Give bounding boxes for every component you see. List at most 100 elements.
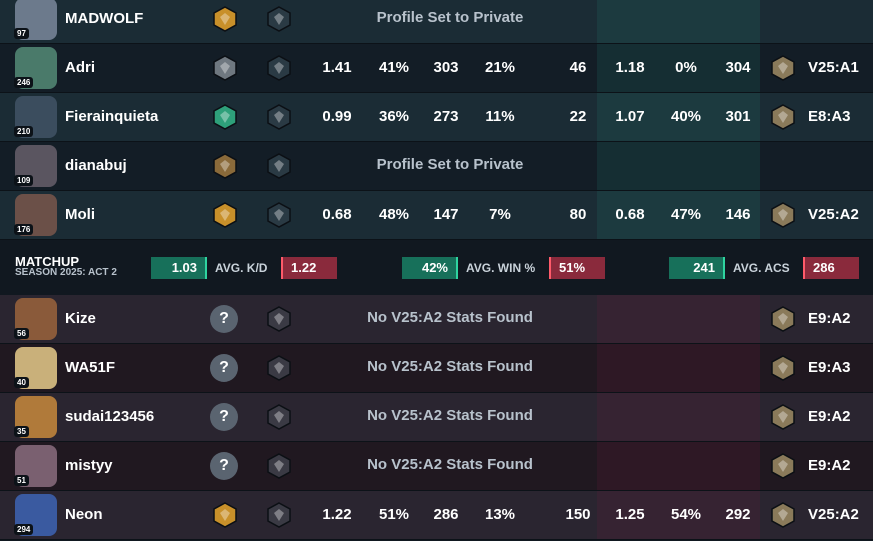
player-row: 246 Adri 1.41 41% 303 21% 46 1.18 0% 304 V25:A1: [0, 44, 873, 93]
average-label: AVG. K/D: [215, 261, 268, 275]
stat-band: [597, 295, 760, 343]
player-row: 40 WA51F? No V25:A2 Stats Found E9:A3: [0, 344, 873, 393]
player-name: Neon: [65, 506, 103, 523]
stat-value: 273: [433, 108, 459, 125]
stat-value: 7%: [489, 206, 511, 223]
stat-value: 36%: [378, 108, 410, 125]
rank-icon: [213, 502, 237, 528]
status-message: No V25:A2 Stats Found: [367, 358, 533, 375]
stat-band: [597, 191, 760, 239]
stat-value: 11%: [485, 108, 515, 125]
status-message: No V25:A2 Stats Found: [367, 309, 533, 326]
stat-value: 1.07: [615, 108, 645, 125]
player-level: 109: [14, 175, 34, 186]
peak-rank: E9:A2: [808, 310, 851, 327]
stat-value: 41%: [378, 59, 410, 76]
player-name: WA51F: [65, 359, 116, 376]
player-row: 210 Fierainquieta 0.99 36% 273 11% 22 1.07 40% 30…: [0, 93, 873, 142]
player-row: 56 Kize? No V25:A2 Stats Found E9:A2: [0, 295, 873, 344]
peak-rank-icon: [771, 55, 795, 81]
stat-value: 0%: [675, 59, 697, 76]
role-icon: [267, 55, 291, 81]
team-a-average: 1.03: [151, 257, 207, 279]
role-icon: [267, 104, 291, 130]
stat-value: 301: [725, 108, 751, 125]
rank-icon: [213, 202, 237, 228]
stat-band: [597, 142, 760, 190]
status-message: Profile Set to Private: [376, 9, 524, 26]
stat-band: [597, 93, 760, 141]
player-level: 40: [14, 377, 29, 388]
peak-rank-icon: [771, 453, 795, 479]
role-icon: [267, 404, 291, 430]
stat-band: [597, 442, 760, 490]
player-level: 210: [14, 126, 34, 137]
player-row: 176 Moli 0.68 48% 147 7% 80 0.68 47% 146 V25:A2: [0, 191, 873, 240]
stat-value: 0.68: [322, 206, 352, 223]
stat-value: 46: [569, 59, 587, 76]
peak-rank-icon: [771, 502, 795, 528]
player-name: dianabuj: [65, 157, 127, 174]
role-icon: [267, 453, 291, 479]
stat-band: [597, 491, 760, 539]
player-level: 176: [14, 224, 34, 235]
stat-value: 146: [725, 206, 751, 223]
peak-rank: V25:A2: [808, 206, 859, 223]
player-name: Kize: [65, 310, 96, 327]
stat-value: 0.99: [322, 108, 352, 125]
peak-rank-icon: [771, 202, 795, 228]
stat-value: 304: [725, 59, 751, 76]
player-row: 109 dianabuj Profile Set to Private: [0, 142, 873, 191]
player-level: 294: [14, 524, 34, 535]
rank-unknown: ?: [210, 403, 238, 431]
peak-rank-icon: [771, 306, 795, 332]
role-icon: [267, 502, 291, 528]
rank-unknown: ?: [210, 452, 238, 480]
team-b-average: 1.22: [281, 257, 337, 279]
role-icon: [267, 202, 291, 228]
team-a-average: 241: [669, 257, 725, 279]
peak-rank: E8:A3: [808, 108, 851, 125]
stat-value: 13%: [484, 506, 516, 523]
stat-band: [597, 344, 760, 392]
rank-icon: [213, 6, 237, 32]
status-message: No V25:A2 Stats Found: [367, 456, 533, 473]
rank-icon: [213, 104, 237, 130]
status-message: Profile Set to Private: [376, 156, 524, 173]
stat-value: 286: [433, 506, 459, 523]
peak-rank: E9:A2: [808, 457, 851, 474]
player-row: 35 sudai123456? No V25:A2 Stats Found E9:A2: [0, 393, 873, 442]
stat-value: 47%: [670, 206, 702, 223]
stat-value: 1.41: [322, 59, 352, 76]
stat-value: 1.25: [615, 506, 645, 523]
peak-rank: E9:A3: [808, 359, 851, 376]
stat-value: 54%: [670, 506, 702, 523]
player-level: 97: [14, 28, 29, 39]
role-icon: [267, 306, 291, 332]
matchup-title: MATCHUP: [15, 254, 80, 269]
player-name: Fierainquieta: [65, 108, 159, 125]
peak-rank: V25:A1: [808, 59, 859, 76]
peak-rank-icon: [771, 104, 795, 130]
player-name: Adri: [65, 59, 95, 76]
role-icon: [267, 6, 291, 32]
stat-value: 22: [569, 108, 587, 125]
player-level: 56: [14, 328, 29, 339]
status-message: No V25:A2 Stats Found: [367, 407, 533, 424]
rank-unknown: ?: [210, 354, 238, 382]
rank-icon: [213, 153, 237, 179]
stat-value: 51%: [378, 506, 410, 523]
rank-icon: [213, 55, 237, 81]
stat-band: [597, 393, 760, 441]
team-b-average: 286: [803, 257, 859, 279]
player-row: 51 mistyy? No V25:A2 Stats Found E9:A2: [0, 442, 873, 491]
peak-rank-icon: [771, 355, 795, 381]
peak-rank: V25:A2: [808, 506, 859, 523]
matchup-bar: MATCHUP SEASON 2025: ACT 2 1.03 AVG. K/D 1…: [0, 240, 873, 295]
stat-value: 292: [725, 506, 751, 523]
stat-value: 21%: [484, 59, 516, 76]
stat-value: 1.18: [615, 59, 645, 76]
stat-value: 80: [569, 206, 587, 223]
player-name: MADWOLF: [65, 10, 144, 27]
